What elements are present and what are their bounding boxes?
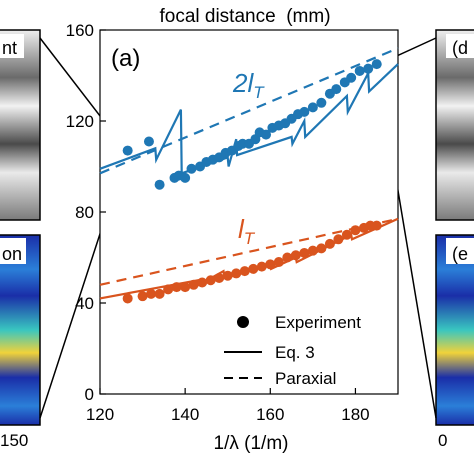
annotation-lT: lT: [238, 214, 256, 248]
x-axis-label: 1/λ (1/m): [214, 433, 289, 454]
data-point-2lT_exp: [354, 65, 365, 76]
series-line-2lT_par: [99, 47, 399, 175]
left-bottom-inset: [0, 234, 41, 426]
data-point-lT_exp: [171, 282, 182, 293]
data-point-2lT_exp: [186, 163, 197, 174]
annotation-2lT-sub: T: [253, 83, 265, 102]
left-bottom-label: on: [2, 244, 22, 264]
y-tick-label: 160: [66, 21, 94, 40]
left-top-label: nt: [2, 38, 17, 58]
data-point-2lT_exp: [346, 72, 357, 83]
data-point-lT_exp: [299, 247, 310, 258]
right-top-label: (d: [452, 38, 468, 58]
data-point-lT_exp: [137, 291, 148, 302]
legend-label-paraxial: Paraxial: [275, 369, 336, 388]
x-tick-label: 180: [341, 405, 369, 424]
data-point-lT_exp: [197, 277, 208, 288]
data-point-lT_exp: [316, 243, 327, 254]
data-point-lT_exp: [146, 288, 157, 299]
data-point-lT_exp: [333, 234, 344, 245]
data-point-lT_exp: [265, 259, 276, 270]
y-tick-label: 120: [66, 112, 94, 131]
annotation-2lT: 2lT: [232, 68, 265, 102]
points-layer: [122, 59, 382, 304]
x-tick-label: 160: [256, 405, 284, 424]
data-point-lT_exp: [248, 263, 259, 274]
data-point-2lT_exp: [316, 97, 327, 108]
right-bottom-label-box: [446, 238, 474, 264]
right-inset-group: (d (e 0: [435, 29, 474, 450]
data-point-lT_exp: [154, 288, 165, 299]
right-bottom-label: (e: [452, 244, 468, 264]
data-point-2lT_exp: [261, 129, 272, 140]
data-point-lT_exp: [122, 293, 133, 304]
annotation-lT-main: l: [238, 214, 245, 244]
data-point-lT_exp: [282, 252, 293, 263]
data-point-lT_exp: [371, 220, 382, 231]
data-point-lT_exp: [214, 272, 225, 283]
right-bottom-inset: [435, 234, 474, 426]
data-point-2lT_exp: [143, 136, 154, 147]
axes-layer: 120 140 160 180 0 40 80 120 160: [66, 21, 370, 424]
series-line-2lT_eq3: [99, 63, 399, 175]
data-point-lT_exp: [180, 282, 191, 293]
data-point-lT_exp: [188, 279, 199, 290]
annotation-lT-sub: T: [244, 229, 256, 248]
data-point-lT_exp: [307, 245, 318, 256]
data-point-lT_exp: [290, 250, 301, 261]
data-point-2lT_exp: [331, 84, 342, 95]
plot-area: [99, 29, 399, 395]
data-point-lT_exp: [256, 261, 267, 272]
y-tick-label: 80: [75, 203, 94, 222]
right-top-inset: [435, 29, 474, 221]
right-top-label-box: [446, 34, 474, 58]
data-point-lT_exp: [231, 268, 242, 279]
annotation-2lT-main: 2l: [232, 68, 254, 98]
data-point-2lT_exp: [299, 106, 310, 117]
legend-label-eq3: Eq. 3: [275, 343, 315, 362]
legend-marker-experiment: [237, 316, 249, 328]
left-inset-group: nt on 150: [0, 29, 41, 450]
data-point-2lT_exp: [122, 145, 133, 156]
y-tick-label: 0: [85, 385, 94, 404]
y-tick-label: 40: [75, 294, 94, 313]
right-tick-label: 0: [438, 431, 447, 450]
left-top-inset: [0, 29, 41, 221]
chart-title: focal distance (mm): [159, 6, 330, 27]
left-tick-label: 150: [0, 431, 28, 450]
left-top-label-box: [0, 34, 24, 58]
data-point-2lT_exp: [371, 59, 382, 70]
data-point-2lT_exp: [180, 172, 191, 183]
data-point-lT_exp: [341, 229, 352, 240]
data-point-lT_exp: [273, 257, 284, 268]
data-point-lT_exp: [222, 270, 233, 281]
legend: Experiment Eq. 3 Paraxial: [224, 313, 361, 388]
data-point-2lT_exp: [363, 63, 374, 74]
data-point-lT_exp: [205, 275, 216, 286]
legend-label-experiment: Experiment: [275, 313, 361, 332]
x-tick-label: 140: [171, 405, 199, 424]
left-bottom-label-box: [0, 238, 26, 264]
data-point-lT_exp: [163, 284, 174, 295]
panel-label: (a): [111, 45, 140, 72]
data-point-2lT_exp: [307, 102, 318, 113]
data-point-2lT_exp: [154, 179, 165, 190]
x-tick-label: 120: [86, 405, 114, 424]
data-point-lT_exp: [239, 266, 250, 277]
data-point-lT_exp: [350, 225, 361, 236]
data-point-lT_exp: [324, 238, 335, 249]
